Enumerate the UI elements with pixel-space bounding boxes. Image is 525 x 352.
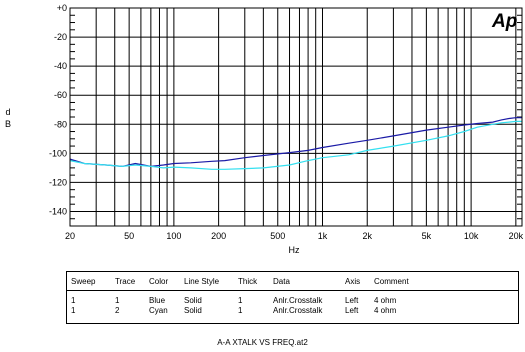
y-tick-label: -140 (49, 206, 67, 216)
x-tick-label: 500 (270, 231, 285, 241)
legend-header-axis: Axis (345, 277, 361, 286)
y-axis-label-line-2: B (5, 119, 11, 129)
trace-legend-table: Sweep Trace Color Line Style Thick Data … (66, 271, 519, 324)
x-tick-label: 5k (422, 231, 432, 241)
legend-cell-comment: 4 ohm (374, 296, 397, 305)
legend-header-data: Data (273, 277, 290, 286)
legend-cell-color: Cyan (149, 306, 168, 315)
legend-cell-axis: Left (345, 306, 359, 315)
legend-cell-line-style: Solid (184, 306, 202, 315)
file-caption: A-A XTALK VS FREQ.at2 (217, 338, 308, 347)
series-line-trace-2 (69, 120, 522, 170)
y-tick-label: +0 (57, 3, 67, 13)
chart-grid (69, 7, 522, 227)
legend-header-sweep: Sweep (71, 277, 96, 286)
y-tick-label: -100 (49, 148, 67, 158)
legend-cell-sweep: 1 (71, 296, 76, 305)
y-tick-label: -40 (54, 61, 67, 71)
legend-cell-thick: 1 (238, 296, 243, 305)
legend-header-comment: Comment (374, 277, 409, 286)
y-axis-label: d (5, 107, 10, 117)
x-tick-label: 100 (166, 231, 181, 241)
legend-cell-data: Anlr.Crosstalk (273, 306, 323, 315)
legend-cell-color: Blue (149, 296, 166, 305)
series-line-trace-1 (69, 117, 522, 168)
chart-series (69, 117, 522, 170)
legend-cell-axis: Left (345, 296, 359, 305)
x-tick-label: 200 (211, 231, 226, 241)
x-tick-label: 10k (464, 231, 479, 241)
legend-header-thick: Thick (238, 277, 258, 286)
legend-row: 1 1 Blue Solid 1 Anlr.Crosstalk Left 4 o… (67, 296, 518, 306)
x-tick-label: 20k (509, 231, 524, 241)
plot-frame (69, 7, 523, 227)
y-tick-label: -20 (54, 32, 67, 42)
legend-header-trace: Trace (115, 277, 136, 286)
x-tick-label: 50 (124, 231, 134, 241)
tick-labels: 20 50 100 200 500 1k 2k 5k 10k 20k +0 -20 -40 -60 -80 -… (49, 3, 524, 241)
legend-header-color: Color (149, 277, 169, 286)
crosstalk-chart: 20 50 100 200 500 1k 2k 5k 10k 20k +0 -20 -40 -60 -80 -… (5, 3, 524, 255)
legend-cell-trace: 1 (115, 296, 120, 305)
x-tick-label: 1k (318, 231, 328, 241)
legend-cell-sweep: 1 (71, 306, 76, 315)
legend-row: 1 2 Cyan Solid 1 Anlr.Crosstalk Left 4 o… (67, 306, 518, 316)
legend-cell-trace: 2 (115, 306, 120, 315)
y-tick-label: -60 (54, 90, 67, 100)
legend-cell-line-style: Solid (184, 296, 202, 305)
legend-header-row: Sweep Trace Color Line Style Thick Data … (67, 272, 518, 291)
ap-logo: Ap (491, 11, 517, 32)
legend-cell-thick: 1 (238, 306, 243, 315)
y-tick-label: -80 (54, 119, 67, 129)
legend-header-line-style: Line Style (184, 277, 220, 286)
y-tick-label: -120 (49, 177, 67, 187)
x-tick-label: 2k (362, 231, 372, 241)
x-tick-label: 20 (65, 231, 75, 241)
legend-cell-data: Anlr.Crosstalk (273, 296, 323, 305)
x-axis-label: Hz (289, 245, 300, 255)
legend-cell-comment: 4 ohm (374, 306, 397, 315)
